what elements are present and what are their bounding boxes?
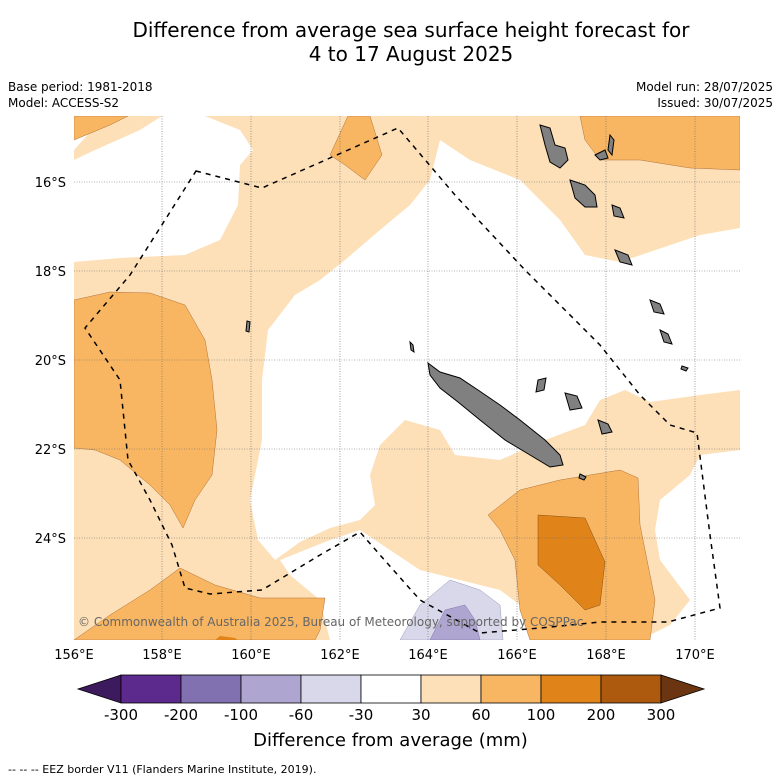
aneityum-island [659, 329, 673, 345]
lat-label: 20°S [35, 354, 66, 369]
colorbar-ticks: -300 -200 -100 -60 -30 30 60 100 200 300 [104, 706, 675, 724]
ouvea-island [535, 377, 547, 393]
anomaly-neg-60-100 [429, 604, 481, 640]
colorbar-tick: -30 [349, 706, 374, 724]
anomaly-60-100-north [329, 116, 383, 181]
lon-label: 158°E [142, 648, 182, 663]
map-title: Difference from average sea surface heig… [0, 18, 781, 66]
lon-label: 170°E [675, 648, 715, 663]
colorbar-tick: -200 [164, 706, 198, 724]
anomaly-60-100-northeast [579, 116, 740, 171]
tanna-island [649, 299, 665, 315]
lon-label: 156°E [54, 648, 94, 663]
colorbar-tick: 60 [471, 706, 490, 724]
lat-label: 18°S [35, 265, 66, 280]
graticule [74, 116, 740, 640]
malekula-island [569, 179, 598, 208]
mare-island [597, 419, 613, 435]
map-area: © Commonwealth of Australia 2025, Bureau… [74, 116, 740, 640]
title-line-1: Difference from average sea surface heig… [132, 18, 690, 42]
new-caledonia-island [427, 361, 564, 468]
colorbar-tick: 300 [647, 706, 676, 724]
anomaly-100-200-patch [537, 514, 606, 611]
colorbar-tick: -300 [104, 706, 138, 724]
colorbar-upper-extend [660, 674, 706, 704]
colorbar-lower-extend [76, 674, 122, 704]
colorbar-segment [420, 674, 482, 704]
meta-left: Base period: 1981-2018 Model: ACCESS-S2 [8, 79, 153, 111]
efate-island [611, 204, 625, 219]
belep-islet [409, 340, 415, 354]
lat-label: 22°S [35, 443, 66, 458]
erromango-island [614, 249, 633, 266]
neutral-region-central [250, 140, 740, 560]
colorbar-segment [600, 674, 662, 704]
colorbar-segment [540, 674, 602, 704]
anomaly-60-100-nw [74, 116, 129, 141]
lifou-island [564, 392, 583, 411]
lon-label: 162°E [320, 648, 360, 663]
colorbar-tick: 200 [587, 706, 616, 724]
anomaly-60-100-west [74, 291, 218, 529]
maewo-island [607, 133, 615, 157]
ambae-island [594, 149, 609, 161]
model-run: Model run: 28/07/2025 [635, 80, 773, 94]
anomaly-100-200-small [215, 636, 238, 640]
chesterfield-islet [245, 320, 251, 333]
colorbar-tick: 100 [527, 706, 556, 724]
neutral-region-north [74, 116, 253, 262]
colorbar-segment [300, 674, 362, 704]
colorbar-segment [480, 674, 542, 704]
meta-right: Model run: 28/07/2025 Issued: 30/07/2025 [636, 79, 773, 111]
matthew-island [680, 365, 689, 372]
neutral-region-southeast [640, 450, 740, 640]
lon-labels: 156°E 158°E 160°E 162°E 164°E 166°E 168°… [54, 648, 715, 663]
lon-label: 166°E [497, 648, 537, 663]
isle-of-pines [578, 473, 587, 481]
colorbar-tick: -60 [289, 706, 314, 724]
colorbar-segment [180, 674, 242, 704]
title-line-2: 4 to 17 August 2025 [308, 42, 514, 66]
eez-legend-note: -- -- -- EEZ border V11 (Flanders Marine… [8, 763, 317, 776]
lat-label: 24°S [35, 532, 66, 547]
colorbar-segment [120, 674, 182, 704]
colorbar-tick: 30 [411, 706, 430, 724]
land-masses [245, 124, 689, 481]
model-name: Model: ACCESS-S2 [8, 96, 120, 110]
eez-border [84, 127, 721, 634]
anomaly-60-100-southwest [74, 567, 326, 640]
colorbar-title: Difference from average (mm) [253, 730, 528, 751]
espiritu-santo-island [539, 124, 569, 169]
copyright-note: © Commonwealth of Australia 2025, Bureau… [78, 615, 583, 629]
colorbar [76, 674, 706, 704]
colorbar-segment [360, 674, 422, 704]
lon-label: 168°E [586, 648, 626, 663]
lat-labels: 16°S 18°S 20°S 22°S 24°S [35, 176, 66, 547]
lon-label: 164°E [408, 648, 448, 663]
lat-label: 16°S [35, 176, 66, 191]
base-period: Base period: 1981-2018 [8, 80, 153, 94]
lon-label: 160°E [231, 648, 271, 663]
issued-date: Issued: 30/07/2025 [657, 96, 773, 110]
colorbar-tick: -100 [224, 706, 258, 724]
colorbar-segment [240, 674, 302, 704]
